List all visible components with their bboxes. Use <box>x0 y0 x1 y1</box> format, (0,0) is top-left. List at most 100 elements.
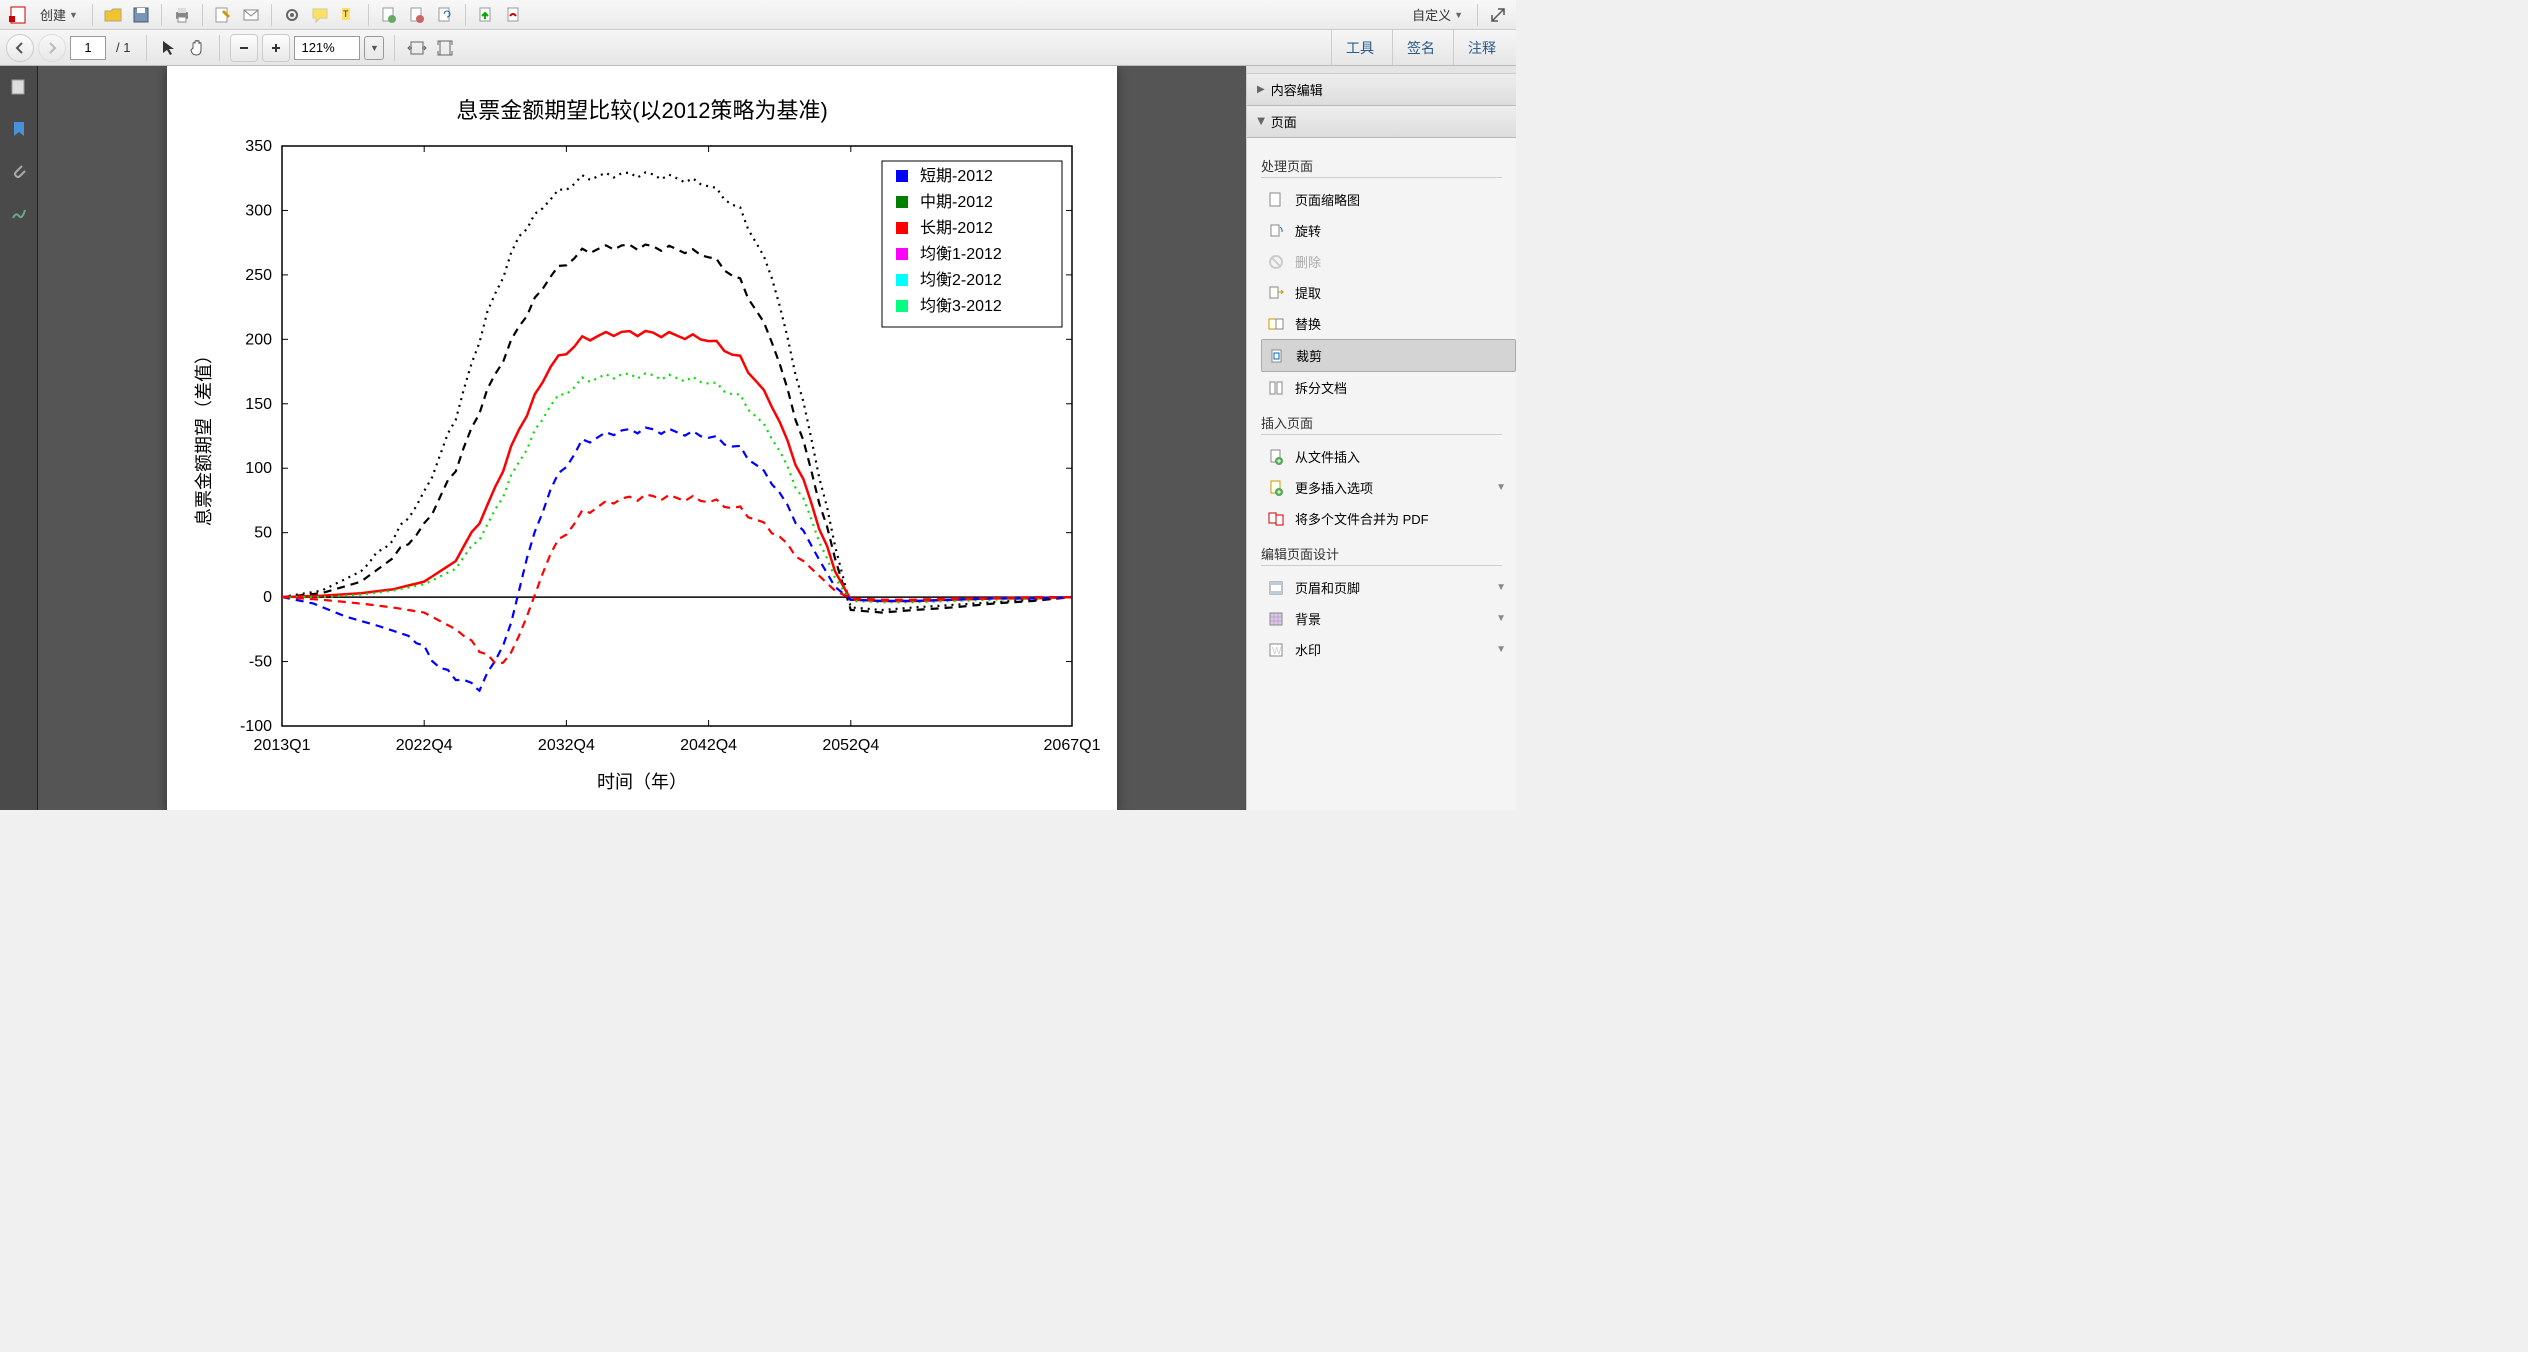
item-from-file[interactable]: 从文件插入 <box>1261 441 1516 472</box>
edit-icon[interactable] <box>211 3 235 27</box>
item-label: 删除 <box>1295 252 1321 271</box>
svg-text:长期-2012: 长期-2012 <box>920 219 993 237</box>
svg-text:时间（年）: 时间（年） <box>597 772 687 792</box>
toolbar-primary: 创建▼ T 自定义▼ <box>0 0 1516 30</box>
header-label: 内容编辑 <box>1271 80 1323 99</box>
chevron-down-icon: ▼ <box>1496 482 1506 493</box>
save-icon[interactable] <box>129 3 153 27</box>
panel-section-process: 处理页面 页面缩略图 旋转 删除 提取 替换 裁剪 拆分文档 插入页面 从文件插… <box>1247 138 1516 673</box>
page-rotate-icon[interactable] <box>433 3 457 27</box>
extract-icon <box>1267 284 1285 302</box>
more-insert-icon <box>1267 479 1285 497</box>
background-icon <box>1267 610 1285 628</box>
panel-grip <box>1247 66 1516 74</box>
header-label: 页面 <box>1271 112 1297 131</box>
header-footer-icon <box>1267 579 1285 597</box>
panel-header-content-edit[interactable]: ▶ 内容编辑 <box>1247 74 1516 106</box>
fit-page-icon[interactable] <box>433 36 457 60</box>
tab-sign[interactable]: 签名 <box>1392 30 1449 65</box>
nav-back-button[interactable] <box>6 34 34 62</box>
panel-header-pages[interactable]: ▶ 页面 <box>1247 106 1516 138</box>
highlight-icon[interactable]: T <box>336 3 360 27</box>
zoom-input[interactable] <box>294 36 360 60</box>
svg-text:息票金额期望（差值）: 息票金额期望（差值） <box>194 346 214 526</box>
document-viewport[interactable]: 息票金额期望比较(以2012策略为基准)-100-500501001502002… <box>38 66 1246 810</box>
item-label: 页面缩略图 <box>1295 190 1360 209</box>
thumbnails-icon <box>1267 191 1285 209</box>
page-add-icon[interactable] <box>377 3 401 27</box>
tab-comment[interactable]: 注释 <box>1453 30 1510 65</box>
left-nav-strip <box>0 66 38 810</box>
select-tool-icon[interactable] <box>157 36 181 60</box>
svg-text:短期-2012: 短期-2012 <box>920 167 993 185</box>
create-label: 创建 <box>40 5 66 24</box>
item-rotate[interactable]: 旋转 <box>1261 215 1516 246</box>
zoom-out-button[interactable] <box>230 34 258 62</box>
item-background[interactable]: 背景▼ <box>1261 603 1516 634</box>
bookmark-icon[interactable] <box>8 118 30 140</box>
svg-text:250: 250 <box>245 267 272 284</box>
item-extract[interactable]: 提取 <box>1261 277 1516 308</box>
svg-text:50: 50 <box>254 525 272 542</box>
item-label: 将多个文件合并为 PDF <box>1295 509 1429 528</box>
create-menu[interactable]: 创建▼ <box>34 5 84 24</box>
chevron-down-icon: ▼ <box>1454 10 1463 20</box>
replace-icon <box>1267 315 1285 333</box>
chevron-down-icon: ▶ <box>1255 118 1266 126</box>
nav-forward-button[interactable] <box>38 34 66 62</box>
thumbnails-icon[interactable] <box>8 76 30 98</box>
crop-icon <box>1268 347 1286 365</box>
pdf-page: 息票金额期望比较(以2012策略为基准)-100-500501001502002… <box>167 66 1117 810</box>
page-number-input[interactable] <box>70 36 106 60</box>
item-header-footer[interactable]: 页眉和页脚 ▼ <box>1261 572 1516 603</box>
gear-icon[interactable] <box>280 3 304 27</box>
svg-text:2052Q4: 2052Q4 <box>822 737 879 754</box>
page-up-icon[interactable] <box>474 3 498 27</box>
zoom-dropdown-icon[interactable]: ▼ <box>364 36 384 60</box>
item-replace[interactable]: 替换 <box>1261 308 1516 339</box>
item-label: 拆分文档 <box>1295 378 1347 397</box>
svg-text:150: 150 <box>245 396 272 413</box>
split-icon <box>1267 379 1285 397</box>
open-icon[interactable] <box>101 3 125 27</box>
signature-icon[interactable] <box>8 202 30 224</box>
item-thumbnails[interactable]: 页面缩略图 <box>1261 184 1516 215</box>
page-remove-icon[interactable] <box>405 3 429 27</box>
svg-text:0: 0 <box>263 589 272 606</box>
svg-text:200: 200 <box>245 331 272 348</box>
svg-text:2022Q4: 2022Q4 <box>396 737 453 754</box>
customize-label: 自定义 <box>1412 5 1451 24</box>
svg-text:2013Q1: 2013Q1 <box>254 737 311 754</box>
mail-icon[interactable] <box>239 3 263 27</box>
item-split[interactable]: 拆分文档 <box>1261 372 1516 403</box>
attachment-icon[interactable] <box>8 160 30 182</box>
customize-menu[interactable]: 自定义▼ <box>1406 5 1469 24</box>
chevron-right-icon: ▶ <box>1257 84 1265 95</box>
item-more-insert[interactable]: 更多插入选项▼ <box>1261 472 1516 503</box>
zoom-in-button[interactable] <box>262 34 290 62</box>
chart: 息票金额期望比较(以2012策略为基准)-100-500501001502002… <box>182 86 1102 806</box>
main-area: 息票金额期望比较(以2012策略为基准)-100-500501001502002… <box>0 66 1516 810</box>
comment-icon[interactable] <box>308 3 332 27</box>
svg-text:均衡2-2012: 均衡2-2012 <box>920 271 1002 289</box>
page-total-label: / 1 <box>110 40 136 55</box>
chevron-down-icon: ▼ <box>1496 644 1506 655</box>
item-label: 页眉和页脚 <box>1295 578 1360 597</box>
print-icon[interactable] <box>170 3 194 27</box>
chevron-down-icon: ▼ <box>1496 582 1506 593</box>
file-insert-icon <box>1267 448 1285 466</box>
hand-tool-icon[interactable] <box>185 36 209 60</box>
item-label: 背景 <box>1295 609 1321 628</box>
sign-icon[interactable] <box>502 3 526 27</box>
item-combine-pdf[interactable]: 将多个文件合并为 PDF <box>1261 503 1516 534</box>
section-title: 处理页面 <box>1261 156 1502 178</box>
item-crop[interactable]: 裁剪 <box>1261 339 1516 372</box>
section-title: 编辑页面设计 <box>1261 544 1502 566</box>
svg-text:2067Q1: 2067Q1 <box>1044 737 1101 754</box>
item-label: 替换 <box>1295 314 1321 333</box>
tab-tools[interactable]: 工具 <box>1331 30 1388 65</box>
collapse-icon[interactable] <box>1486 3 1510 27</box>
item-watermark[interactable]: W水印▼ <box>1261 634 1516 665</box>
combine-icon <box>1267 510 1285 528</box>
fit-width-icon[interactable] <box>405 36 429 60</box>
